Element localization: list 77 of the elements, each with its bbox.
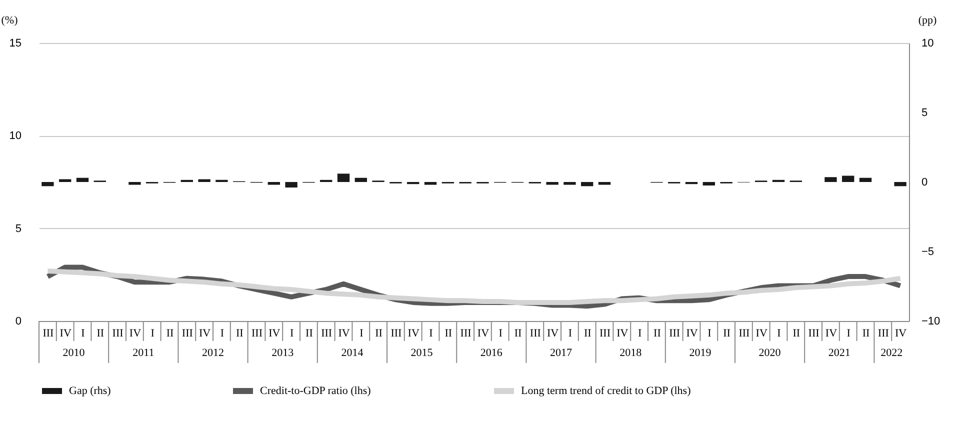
x-tick-label: III bbox=[878, 328, 890, 340]
y2-tick-label: −5 bbox=[922, 246, 934, 258]
x-tick-label: II bbox=[444, 328, 452, 340]
y2-tick-label: 0 bbox=[922, 176, 928, 188]
x-tick-label: II bbox=[306, 328, 314, 340]
x-tick-label: I bbox=[568, 328, 572, 340]
text: 2010 bbox=[62, 347, 86, 359]
x-tick-label: III bbox=[182, 328, 194, 340]
x-tick-label: I bbox=[498, 328, 503, 340]
x-tick-label: I bbox=[429, 328, 434, 340]
y-tick-label: 15 bbox=[9, 38, 22, 50]
x-tick-label: I bbox=[846, 328, 851, 340]
y-tick-label: 5 bbox=[15, 222, 22, 235]
x-tick-label: III bbox=[460, 328, 472, 340]
text: 2021 bbox=[828, 347, 850, 359]
x-tick-label: I bbox=[708, 328, 712, 340]
x-tick-label: III bbox=[738, 328, 750, 340]
text: 2022 bbox=[880, 347, 903, 359]
x-tick-label: I bbox=[290, 328, 294, 340]
x-tick-label: II bbox=[96, 328, 104, 340]
x-tick-label: II bbox=[723, 328, 731, 340]
x-tick-label: III bbox=[390, 328, 402, 340]
text: 2020 bbox=[758, 347, 782, 359]
x-tick-label: IV bbox=[894, 328, 907, 340]
x-tick-label: I bbox=[220, 328, 224, 340]
text: 2017 bbox=[550, 347, 572, 359]
text: 2012 bbox=[202, 347, 224, 359]
x-tick-label: II bbox=[792, 328, 800, 340]
x-tick-label: II bbox=[514, 328, 522, 340]
x-tick-label: IV bbox=[129, 328, 142, 340]
x-tick-label: I bbox=[777, 328, 782, 340]
legend-label: Long term trend of credit to GDP (lhs) bbox=[521, 385, 692, 397]
y-tick-label: 0 bbox=[15, 316, 22, 328]
y2-axis-title: (pp) bbox=[918, 14, 937, 26]
y-tick-label: 10 bbox=[9, 130, 22, 142]
x-tick-label: I bbox=[150, 328, 155, 340]
x-tick-label: III bbox=[600, 328, 611, 340]
text: 2015 bbox=[410, 347, 434, 359]
x-tick-label: II bbox=[584, 328, 592, 340]
y2-tick-label: −10 bbox=[922, 316, 940, 328]
y2-tick-label: 5 bbox=[922, 107, 928, 119]
y-axis-title: (%) bbox=[1, 14, 18, 26]
text: 2014 bbox=[341, 347, 364, 359]
text: 2019 bbox=[689, 347, 712, 359]
x-tick-label: III bbox=[530, 328, 542, 340]
x-tick-label: I bbox=[360, 328, 364, 340]
x-tick-label: IV bbox=[616, 328, 628, 340]
x-tick-label: II bbox=[236, 328, 244, 340]
x-tick-label: III bbox=[808, 328, 820, 340]
x-tick-label: II bbox=[654, 328, 662, 340]
text: 2013 bbox=[272, 347, 294, 359]
x-tick-label: III bbox=[669, 328, 680, 340]
x-tick-label: IV bbox=[338, 328, 350, 340]
x-tick-label: IV bbox=[825, 328, 838, 340]
y2-tick-label: 10 bbox=[922, 38, 934, 50]
x-tick-label: II bbox=[862, 328, 870, 340]
x-tick-label: IV bbox=[546, 328, 559, 340]
text: 2018 bbox=[620, 347, 642, 359]
x-tick-label: IV bbox=[756, 328, 768, 340]
x-tick-label: I bbox=[638, 328, 642, 340]
x-tick-label: II bbox=[166, 328, 174, 340]
text: 2011 bbox=[132, 347, 154, 359]
x-tick-label: IV bbox=[477, 328, 490, 340]
x-tick-label: I bbox=[81, 328, 86, 340]
x-tick-label: III bbox=[42, 328, 54, 340]
legend-label: Gap (rhs) bbox=[69, 385, 112, 397]
x-tick-label: IV bbox=[686, 328, 698, 340]
x-tick-label: IV bbox=[60, 328, 72, 340]
x-tick-label: II bbox=[375, 328, 383, 340]
legend-label: Credit-to-GDP ratio (lhs) bbox=[260, 385, 372, 397]
text: 2016 bbox=[480, 347, 503, 359]
x-tick-label: IV bbox=[268, 328, 280, 340]
x-tick-label: IV bbox=[408, 328, 420, 340]
x-tick-label: III bbox=[112, 328, 124, 340]
x-tick-label: III bbox=[321, 328, 332, 340]
x-tick-label: III bbox=[252, 328, 263, 340]
x-tick-label: IV bbox=[198, 328, 211, 340]
